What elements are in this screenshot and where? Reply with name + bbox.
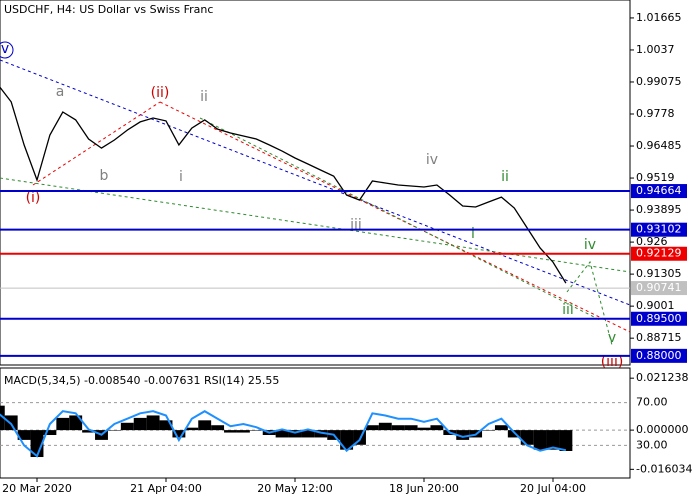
x-tick-label: 21 Apr 04:00	[130, 482, 202, 495]
wave-label: iv	[584, 237, 596, 253]
indicator-title: MACD(5,34,5) -0.008540 -0.007631 RSI(14)…	[4, 374, 279, 387]
macd-bar	[520, 430, 534, 445]
wave-label: b	[100, 168, 109, 184]
level-label: 0.93102	[636, 223, 682, 236]
wave-label: ii	[200, 89, 208, 105]
macd-bar	[301, 430, 315, 438]
macd-bar	[236, 430, 250, 433]
x-tick-label: 20 May 12:00	[257, 482, 332, 495]
level-tag	[631, 184, 687, 199]
macd-bar	[559, 430, 573, 452]
wave-label: a	[56, 84, 65, 100]
wave-label: iii	[350, 217, 362, 233]
level-tag	[631, 222, 687, 237]
x-tick-label: 18 Jun 20:00	[389, 482, 459, 495]
macd-bar	[494, 425, 508, 431]
y-tick-label: 0.99075	[636, 75, 682, 88]
y-tick-label: 0.000000	[636, 423, 689, 436]
y2-tick-label: 30.00	[636, 438, 668, 451]
wave-label: iv	[426, 152, 438, 168]
y-tick-label: 0.9001	[636, 299, 675, 312]
macd-bar	[417, 427, 431, 431]
wave-label: (i)	[26, 190, 41, 206]
level-label: 0.88000	[636, 349, 682, 362]
level-tag	[631, 281, 687, 296]
macd-bar	[211, 425, 225, 431]
x-tick-label: 20 Jul 04:00	[520, 482, 586, 495]
y-tick-label: 0.88715	[636, 331, 682, 344]
macd-bar	[378, 422, 392, 431]
y-tick-label: -0.016034	[636, 462, 692, 475]
macd-bar	[17, 430, 31, 440]
trend-line	[0, 59, 631, 306]
macd-bar	[133, 417, 147, 431]
macd-bar	[430, 425, 444, 431]
chart-header: USDCHF, H4: US Dollar vs Swiss Franc	[4, 3, 213, 16]
wave-label: i	[471, 226, 475, 242]
wave-label: (ii)	[151, 85, 170, 101]
y-tick-label: 0.93895	[636, 203, 682, 216]
level-label: 0.94664	[636, 184, 682, 197]
macd-bar	[82, 430, 96, 433]
y-tick-label: 1.0037	[636, 43, 675, 56]
macd-bar	[107, 430, 121, 431]
macd-bar	[172, 430, 186, 438]
macd-bar	[533, 430, 547, 450]
trend-line	[199, 117, 601, 321]
macd-bar	[391, 425, 405, 431]
y-tick-label: 0.021238	[636, 371, 689, 384]
macd-bar	[314, 430, 328, 438]
wave-label: ii	[501, 169, 509, 185]
level-label: 0.90741	[636, 281, 682, 294]
wave-label: v	[608, 330, 616, 346]
wave-label: v	[1, 41, 9, 57]
rsi-line	[0, 410, 567, 458]
macd-bar	[69, 415, 83, 431]
macd-bar	[275, 430, 289, 438]
price-line	[0, 86, 567, 284]
wave-label: i	[179, 169, 183, 185]
macd-bar	[482, 430, 495, 431]
macd-bar	[146, 415, 160, 431]
level-label: 0.92129	[636, 247, 682, 260]
level-tag	[631, 246, 687, 261]
trend-lines	[0, 59, 631, 346]
macd-bar	[198, 420, 212, 431]
macd-bar	[120, 422, 134, 431]
y-tick-label: 1.01665	[636, 11, 682, 24]
macd-bar	[43, 430, 57, 436]
y-tick-label: 0.9519	[636, 171, 675, 184]
macd-bar	[456, 430, 470, 440]
y-tick-label: 0.926	[636, 235, 668, 248]
y-tick-label: 0.91305	[636, 267, 682, 280]
indicator-panel	[0, 367, 631, 479]
macd-bar	[185, 427, 199, 431]
trend-line	[32, 101, 161, 186]
y2-tick-label: 70.00	[636, 396, 668, 409]
macd-bar	[546, 430, 560, 450]
projection	[566, 260, 613, 346]
macd-bar	[365, 425, 379, 431]
wave-circle	[0, 41, 14, 59]
y-tick-label: 0.9778	[636, 107, 675, 120]
macd-bar	[224, 430, 237, 433]
level-tag	[631, 311, 687, 326]
macd-bar	[159, 420, 173, 431]
wave-label: (iii)	[601, 354, 624, 370]
y-tick-label: 0.96485	[636, 139, 682, 152]
level-tag	[631, 348, 687, 363]
macd-bar	[288, 430, 302, 438]
trend-line	[0, 177, 631, 273]
macd-bar	[56, 417, 70, 431]
macd-bar	[340, 430, 354, 450]
wave-label: iii	[562, 302, 574, 318]
macd-bar	[249, 430, 263, 431]
macd-bar	[404, 425, 418, 431]
x-tick-label: 20 Mar 2020	[2, 482, 72, 495]
level-label: 0.89500	[636, 312, 682, 325]
